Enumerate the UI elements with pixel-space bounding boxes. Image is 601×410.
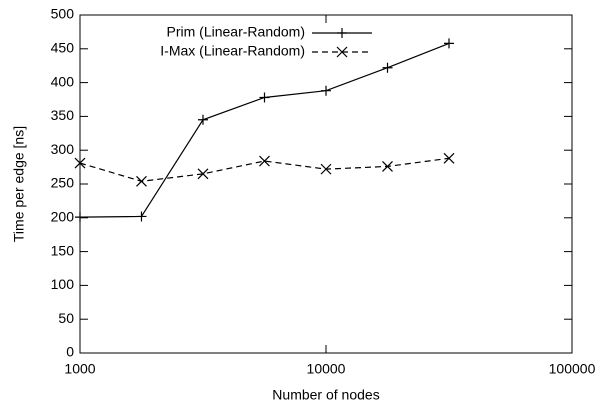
y-tick-label: 500 [51,6,75,22]
y-tick-label: 450 [51,40,75,56]
marker [259,92,270,103]
y-tick-label: 50 [58,310,74,326]
marker [75,212,85,223]
y-tick-label: 250 [51,175,75,191]
plot-frame [79,14,573,354]
y-tick-label: 300 [51,141,75,157]
marker [197,114,208,125]
marker [74,157,86,169]
series-line [79,42,450,218]
marker [259,155,270,167]
marker [443,152,455,164]
x-tick-label: 10000 [307,361,346,377]
legend-marker [337,28,347,38]
marker [320,163,332,175]
x-axis-label: Number of nodes [272,387,379,403]
y-tick-label: 0 [66,344,74,360]
x-tick-label: 1000 [64,361,95,377]
marker [444,38,455,49]
marker [197,168,209,180]
y-tick-label: 350 [51,107,75,123]
marker [136,211,147,222]
y-axis-label: Time per edge [ns] [11,126,27,242]
marker [321,85,331,96]
marker [382,160,393,172]
legend-label: Prim (Linear-Random) [167,24,305,40]
y-tick-label: 100 [51,276,75,292]
y-tick-label: 400 [51,73,75,89]
legend-marker [336,46,348,58]
x-tick-label: 100000 [549,361,596,377]
y-tick-label: 150 [51,242,75,258]
legend-label: I-Max (Linear-Random) [160,43,305,59]
marker [136,175,147,187]
marker [382,62,393,73]
y-tick-label: 200 [51,209,75,225]
